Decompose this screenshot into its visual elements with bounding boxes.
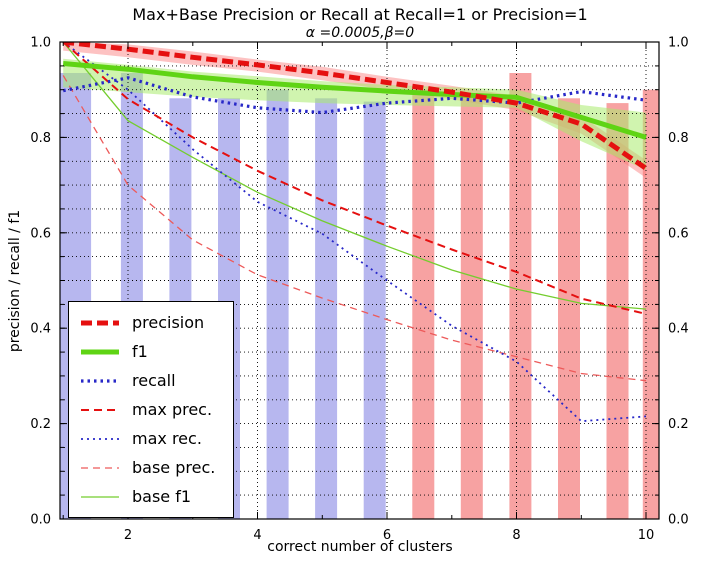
legend-label: f1 [132,342,148,361]
legend-key-max-rec [81,437,119,440]
tick-labels: 2 4 6 8 10 0.0 0.0 0.2 0.2 0.4 0.4 0.6 0.6 0.8 0.8 1.0 1… [30,36,688,544]
series-base-prec [62,75,647,382]
x-axis-label: correct number of clusters [267,539,453,555]
legend-label: max rec. [132,429,202,448]
background-bar [266,89,289,519]
series-recall [62,76,647,115]
legend-item: recall [79,366,215,395]
background-bar [558,98,580,519]
background-bar [606,103,629,519]
chart-title: Max+Base Precision or Recall at Recall=1… [132,5,588,24]
chart-subtitle: α =0.0005,β=0 [305,25,415,41]
x-tick-label: 8 [512,528,520,543]
legend-item: precision [79,308,215,337]
legend-label: base prec. [132,458,216,477]
series-base-f1 [62,42,647,310]
background-bar [509,73,532,519]
series-max-rec [62,42,647,423]
y-tick-label-right: 0.6 [668,226,689,241]
y-tick-label-right: 1.0 [668,36,689,51]
legend-key-base-prec [81,466,119,469]
y-axis-label: precision / recall / f1 [7,209,23,353]
legend-item: max rec. [79,424,215,453]
series-max-prec [62,42,647,315]
y-tick-label-left: 0.0 [30,513,51,528]
legend: precision f1 recall max prec. max rec. base p… [68,301,235,518]
series-precision [62,42,648,171]
y-tick-label-right: 0.8 [668,131,689,146]
series-f1 [62,61,647,140]
legend-key-recall [81,378,119,383]
legend-item: max prec. [79,395,215,424]
y-tick-label-left: 0.4 [30,322,51,337]
x-tick-label: 4 [253,528,261,543]
legend-item: base prec. [79,453,215,482]
x-tick-label: 6 [383,528,391,543]
legend-label: recall [132,371,176,390]
x-tick-label: 2 [124,528,132,543]
series-lines [62,42,648,423]
y-tick-label-left: 0.6 [30,226,51,241]
background-bar [363,101,386,519]
legend-label: precision [132,313,205,332]
legend-item: base f1 [79,482,215,511]
legend-key-base-f1 [81,495,119,498]
legend-label: max prec. [132,400,213,419]
legend-item: f1 [79,337,215,366]
shaded-bands [63,42,646,178]
y-tick-label-left: 0.2 [30,417,51,432]
background-bar [642,89,659,519]
y-tick-label-left: 1.0 [30,36,51,51]
x-tick-label: 10 [638,528,655,543]
legend-key-max-prec [81,408,119,411]
y-tick-label-left: 0.8 [30,131,51,146]
background-bar [460,96,483,519]
y-tick-label-right: 0.0 [668,513,689,528]
background-bar [315,98,338,519]
legend-key-f1 [81,349,119,354]
legend-key-precision [81,320,119,325]
y-tick-label-right: 0.4 [668,322,689,337]
background-bar [412,89,435,519]
y-tick-label-right: 0.2 [668,417,689,432]
legend-label: base f1 [132,487,192,506]
f1-band [63,58,646,170]
